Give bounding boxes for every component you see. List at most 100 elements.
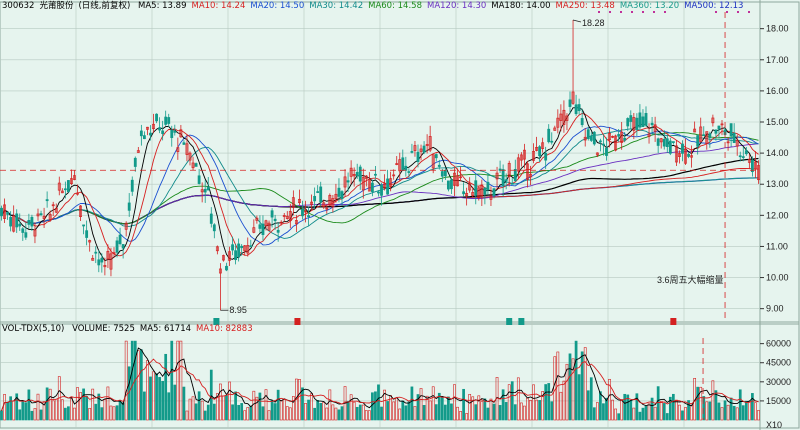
- candle-body: [179, 129, 183, 138]
- volume-bar: [76, 387, 79, 421]
- candle-body: [246, 245, 250, 254]
- signal-dot: [664, 11, 666, 13]
- volume-bar: [434, 404, 438, 421]
- candle-body: [370, 182, 374, 192]
- volume-bar: [650, 397, 654, 421]
- signal-dot: [598, 11, 600, 13]
- candle-body: [85, 230, 89, 238]
- volume-bar: [489, 398, 493, 421]
- candle-body: [355, 171, 359, 177]
- volume-bar: [632, 407, 636, 421]
- candle-body: [45, 199, 49, 202]
- volume-bar: [726, 404, 730, 421]
- ma-legend-items: MA5: 13.89 MA10: 14.24 MA20: 14.50 MA30: 14…: [138, 1, 748, 11]
- volume-bar: [471, 396, 475, 421]
- candle-body: [668, 140, 672, 154]
- event-marker: [506, 318, 513, 325]
- candle-body: [656, 138, 660, 146]
- volume-bar: [547, 383, 551, 421]
- volume-bar: [565, 363, 569, 421]
- volume-bar: [450, 403, 453, 421]
- candle-body: [352, 174, 356, 177]
- candle-body: [431, 154, 435, 169]
- candle-body: [550, 140, 554, 143]
- candle-body: [319, 186, 323, 203]
- candle-body: [419, 148, 423, 152]
- candle-body: [626, 118, 630, 127]
- volume-bar: [465, 413, 469, 421]
- candle-body: [602, 143, 605, 146]
- candle-body: [146, 126, 149, 130]
- volume-bar: [301, 387, 304, 421]
- candle-body: [468, 182, 472, 191]
- candle-body: [200, 189, 204, 193]
- volume-tick-label: 15000: [766, 396, 791, 406]
- candle-body: [133, 157, 137, 167]
- volume-bar: [443, 404, 447, 421]
- volume-axis: 15000 30000 45000 60000 X10: [760, 339, 791, 430]
- volume-bar: [735, 407, 739, 421]
- signal-dot: [631, 11, 633, 13]
- high-price-label: 18.28: [582, 18, 605, 28]
- candle-body: [164, 116, 168, 125]
- candle-body: [24, 232, 28, 238]
- candle-body: [167, 117, 171, 124]
- candle-body: [729, 123, 733, 137]
- volume-bar: [219, 383, 222, 421]
- volume-bar: [158, 377, 161, 421]
- volume-bar: [440, 396, 444, 421]
- volume-bar: [206, 404, 210, 421]
- volume-bar: [115, 405, 119, 421]
- volume-bar: [67, 406, 70, 421]
- volume-bar: [541, 391, 545, 421]
- candle-body: [516, 157, 520, 172]
- volume-bar: [623, 393, 627, 421]
- volume-bar: [529, 399, 532, 421]
- candle-body: [364, 175, 368, 179]
- volume-bar: [437, 392, 441, 421]
- volume-bar: [270, 400, 274, 421]
- volume-bar: [298, 379, 301, 421]
- candle-body: [51, 204, 55, 207]
- candle-body: [638, 112, 642, 128]
- volume-bar: [200, 400, 204, 421]
- candle-body: [176, 147, 180, 153]
- ma-legend-item-5: MA120: 14.30: [426, 1, 487, 11]
- candle-body: [519, 154, 523, 161]
- candle-body: [653, 124, 657, 132]
- volume-bar: [325, 407, 329, 421]
- volume-bar: [459, 411, 462, 421]
- volume-bar: [152, 371, 155, 421]
- candle-body: [404, 165, 408, 171]
- volume-bar: [580, 351, 584, 421]
- candle-body: [118, 234, 122, 245]
- volume-bar: [164, 353, 168, 421]
- candle-body: [401, 157, 405, 171]
- volume-bar: [91, 388, 95, 421]
- volume-bar: [51, 400, 55, 421]
- candle-body: [3, 204, 6, 219]
- volume-bar: [237, 404, 241, 421]
- volume-bar: [130, 340, 134, 421]
- volume-bar: [246, 407, 250, 421]
- candle-body: [553, 127, 557, 131]
- candle-body: [383, 183, 386, 189]
- candle-body: [349, 167, 353, 177]
- volume-bar: [392, 401, 396, 421]
- candle-body: [462, 191, 466, 195]
- candle-body: [258, 224, 262, 229]
- candle-body: [170, 129, 174, 139]
- volume-panel-frame: [0, 321, 800, 429]
- candle-body: [109, 253, 113, 270]
- volume-bar: [203, 410, 207, 421]
- volume-bar: [751, 393, 754, 421]
- volume-bar: [510, 381, 514, 421]
- candle-body: [696, 135, 700, 147]
- volume-bar: [757, 410, 760, 421]
- volume-bar: [523, 405, 526, 421]
- volume-bar: [30, 410, 34, 421]
- candle-body: [243, 245, 247, 252]
- volume-bar: [653, 406, 657, 421]
- candle-body: [152, 123, 155, 130]
- volume-bar: [124, 340, 128, 421]
